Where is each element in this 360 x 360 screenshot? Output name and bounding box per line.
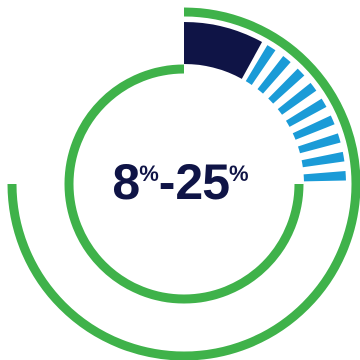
low-range-segment [184, 22, 263, 79]
outer-green-arc [7, 7, 360, 360]
low-unit-label: % [139, 161, 159, 186]
high-value-label: 25 [175, 154, 230, 210]
range-stripe [301, 151, 345, 168]
range-stripe [303, 170, 346, 182]
range-stripe [245, 45, 276, 85]
low-value-label: 8 [112, 154, 140, 210]
range-stripe [268, 68, 305, 104]
range-stripe [292, 115, 335, 140]
range-stripe [257, 55, 291, 94]
separator-label: - [158, 154, 176, 210]
range-stripe [285, 98, 327, 127]
range-stripe [297, 133, 341, 154]
range-stripe [277, 82, 317, 115]
inner-green-arc [64, 64, 304, 304]
high-unit-label: % [229, 161, 249, 186]
center-label: 8 % - 25 % [0, 147, 360, 217]
